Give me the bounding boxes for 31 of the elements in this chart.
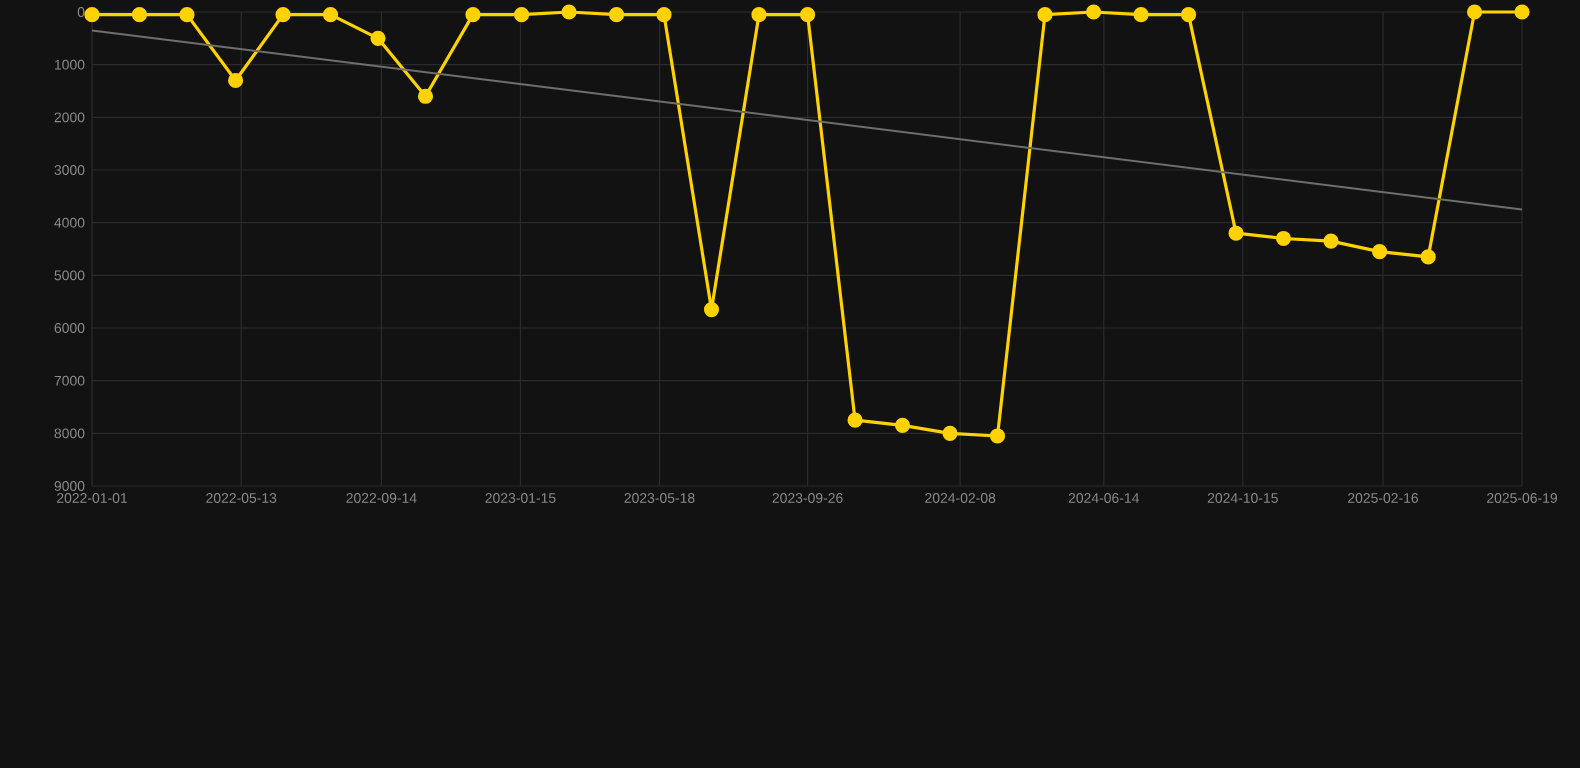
point bbox=[1372, 244, 1388, 260]
point bbox=[751, 7, 767, 23]
point bbox=[1086, 4, 1102, 20]
point bbox=[1275, 230, 1292, 247]
point bbox=[228, 72, 244, 89]
point bbox=[608, 7, 625, 23]
point bbox=[1323, 233, 1339, 249]
point bbox=[989, 428, 1006, 444]
point bbox=[1514, 4, 1530, 20]
point bbox=[703, 301, 720, 318]
point bbox=[1420, 249, 1436, 265]
point bbox=[800, 7, 816, 23]
point bbox=[1228, 225, 1244, 241]
point bbox=[1180, 7, 1197, 23]
point bbox=[275, 7, 291, 23]
point bbox=[417, 88, 434, 104]
point bbox=[84, 7, 100, 23]
point bbox=[847, 412, 863, 428]
point bbox=[514, 7, 530, 23]
point bbox=[1466, 4, 1483, 20]
point bbox=[1037, 7, 1053, 23]
point bbox=[1133, 7, 1149, 23]
point bbox=[894, 417, 911, 434]
point bbox=[131, 7, 148, 23]
point bbox=[942, 425, 958, 441]
point bbox=[465, 7, 481, 23]
point bbox=[656, 7, 672, 23]
point bbox=[561, 4, 577, 20]
point bbox=[179, 7, 195, 23]
point bbox=[370, 30, 386, 46]
point bbox=[322, 7, 339, 23]
